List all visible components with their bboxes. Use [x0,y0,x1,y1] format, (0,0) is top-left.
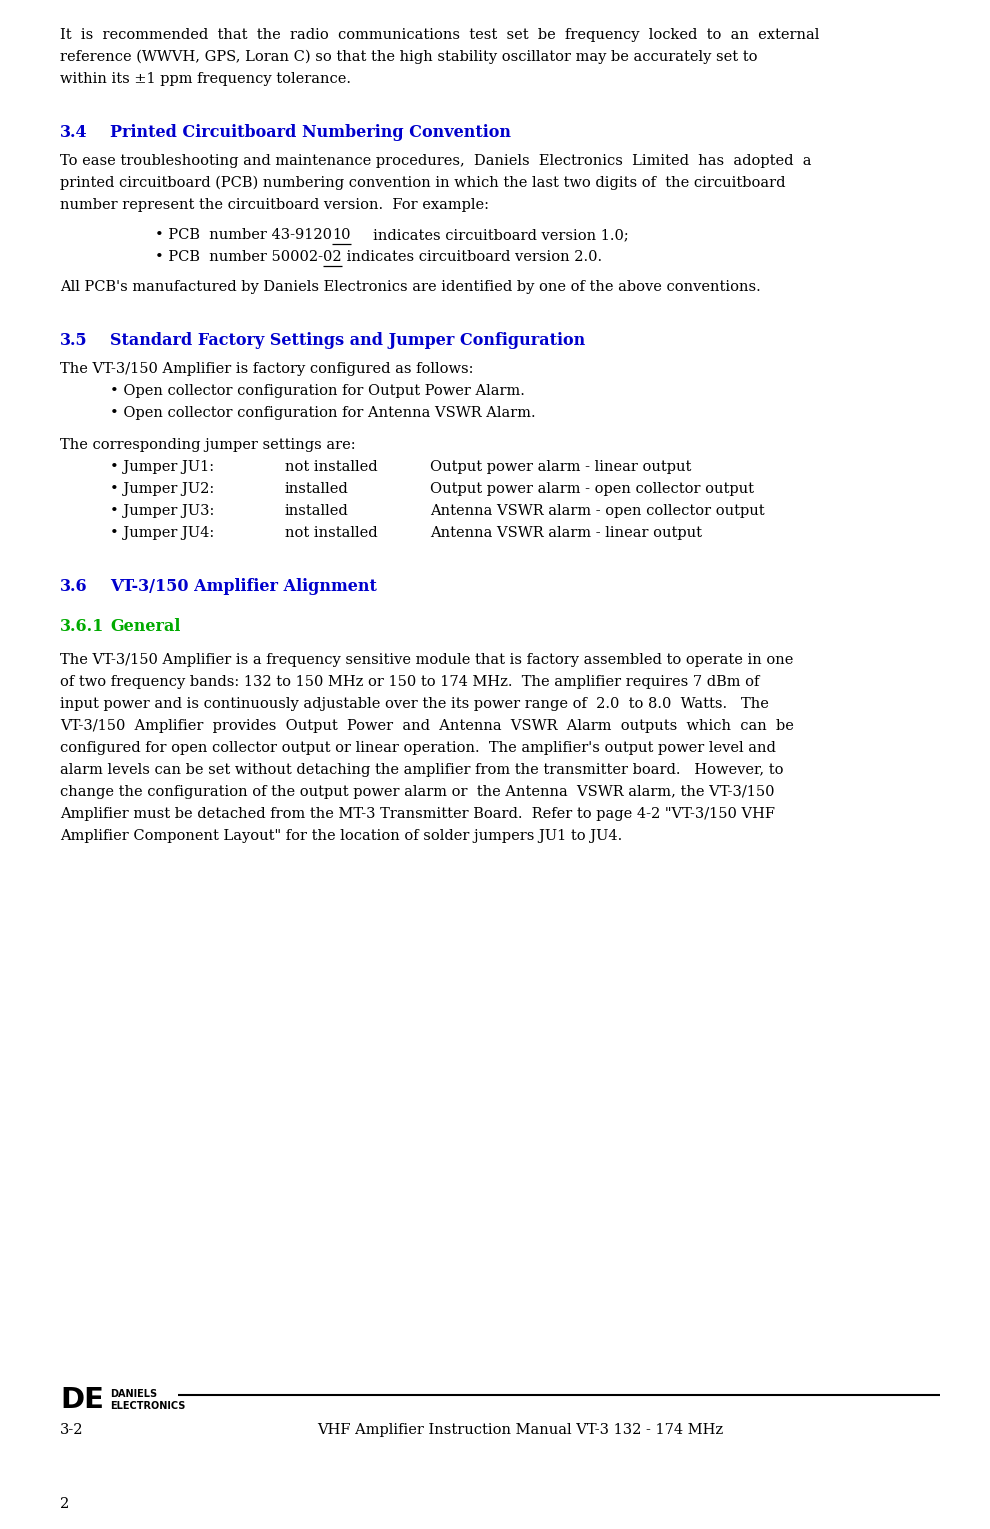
Text: • Open collector configuration for Output Power Alarm.: • Open collector configuration for Outpu… [110,384,525,398]
Text: installed: installed [285,505,348,518]
Text: Antenna VSWR alarm - linear output: Antenna VSWR alarm - linear output [430,526,702,540]
Text: VHF Amplifier Instruction Manual VT-3 132 - 174 MHz: VHF Amplifier Instruction Manual VT-3 13… [317,1423,723,1437]
Text: Output power alarm - linear output: Output power alarm - linear output [430,460,691,474]
Text: General: General [110,618,180,635]
Text: 3-2: 3-2 [60,1423,83,1437]
Text: not installed: not installed [285,526,377,540]
Text: • Jumper JU2:: • Jumper JU2: [110,482,214,495]
Text: reference (WWVH, GPS, Loran C) so that the high stability oscillator may be accu: reference (WWVH, GPS, Loran C) so that t… [60,50,757,64]
Text: not installed: not installed [285,460,377,474]
Text: Antenna VSWR alarm - open collector output: Antenna VSWR alarm - open collector outp… [430,505,764,518]
Text: number represent the circuitboard version.  For example:: number represent the circuitboard versio… [60,197,489,213]
Text: It  is  recommended  that  the  radio  communications  test  set  be  frequency : It is recommended that the radio communi… [60,28,820,41]
Text: • PCB  number 43-9120: • PCB number 43-9120 [155,228,332,242]
Text: 2: 2 [60,1497,69,1511]
Text: • Open collector configuration for Antenna VSWR Alarm.: • Open collector configuration for Anten… [110,407,536,420]
Text: ELECTRONICS: ELECTRONICS [110,1401,185,1411]
Text: indicates circuitboard version 1.0;: indicates circuitboard version 1.0; [350,228,630,242]
Text: indicates circuitboard version 2.0.: indicates circuitboard version 2.0. [342,251,602,265]
Text: The VT-3/150 Amplifier is a frequency sensitive module that is factory assembled: The VT-3/150 Amplifier is a frequency se… [60,653,793,667]
Text: printed circuitboard (PCB) numbering convention in which the last two digits of : printed circuitboard (PCB) numbering con… [60,176,785,191]
Text: input power and is continuously adjustable over the its power range of  2.0  to : input power and is continuously adjustab… [60,697,769,711]
Text: • Jumper JU4:: • Jumper JU4: [110,526,214,540]
Text: 3.5: 3.5 [60,332,88,349]
Text: Printed Circuitboard Numbering Convention: Printed Circuitboard Numbering Conventio… [110,124,511,141]
Text: 3.4: 3.4 [60,124,88,141]
Text: 10: 10 [332,228,350,242]
Text: of two frequency bands: 132 to 150 MHz or 150 to 174 MHz.  The amplifier require: of two frequency bands: 132 to 150 MHz o… [60,674,759,690]
Text: Amplifier Component Layout" for the location of solder jumpers JU1 to JU4.: Amplifier Component Layout" for the loca… [60,829,623,842]
Text: The corresponding jumper settings are:: The corresponding jumper settings are: [60,437,355,453]
Text: Standard Factory Settings and Jumper Configuration: Standard Factory Settings and Jumper Con… [110,332,585,349]
Text: 02: 02 [323,251,342,265]
Text: 3.6: 3.6 [60,578,88,595]
Text: 3.6.1: 3.6.1 [60,618,104,635]
Text: alarm levels can be set without detaching the amplifier from the transmitter boa: alarm levels can be set without detachin… [60,763,783,777]
Text: The VT-3/150 Amplifier is factory configured as follows:: The VT-3/150 Amplifier is factory config… [60,362,473,376]
Text: within its ±1 ppm frequency tolerance.: within its ±1 ppm frequency tolerance. [60,72,351,86]
Text: VT-3/150  Amplifier  provides  Output  Power  and  Antenna  VSWR  Alarm  outputs: VT-3/150 Amplifier provides Output Power… [60,719,794,732]
Text: VT-3/150 Amplifier Alignment: VT-3/150 Amplifier Alignment [110,578,377,595]
Text: All PCB's manufactured by Daniels Electronics are identified by one of the above: All PCB's manufactured by Daniels Electr… [60,280,760,294]
Text: change the configuration of the output power alarm or  the Antenna  VSWR alarm, : change the configuration of the output p… [60,784,774,800]
Text: • Jumper JU3:: • Jumper JU3: [110,505,215,518]
Text: Amplifier must be detached from the MT-3 Transmitter Board.  Refer to page 4-2 ": Amplifier must be detached from the MT-3… [60,807,775,821]
Text: configured for open collector output or linear operation.  The amplifier's outpu: configured for open collector output or … [60,742,776,755]
Text: installed: installed [285,482,348,495]
Text: • Jumper JU1:: • Jumper JU1: [110,460,214,474]
Text: To ease troubleshooting and maintenance procedures,  Daniels  Electronics  Limit: To ease troubleshooting and maintenance … [60,154,812,168]
Text: DANIELS: DANIELS [110,1388,157,1399]
Text: • PCB  number 50002-: • PCB number 50002- [155,251,323,265]
Text: Output power alarm - open collector output: Output power alarm - open collector outp… [430,482,754,495]
Text: DE: DE [60,1385,104,1414]
